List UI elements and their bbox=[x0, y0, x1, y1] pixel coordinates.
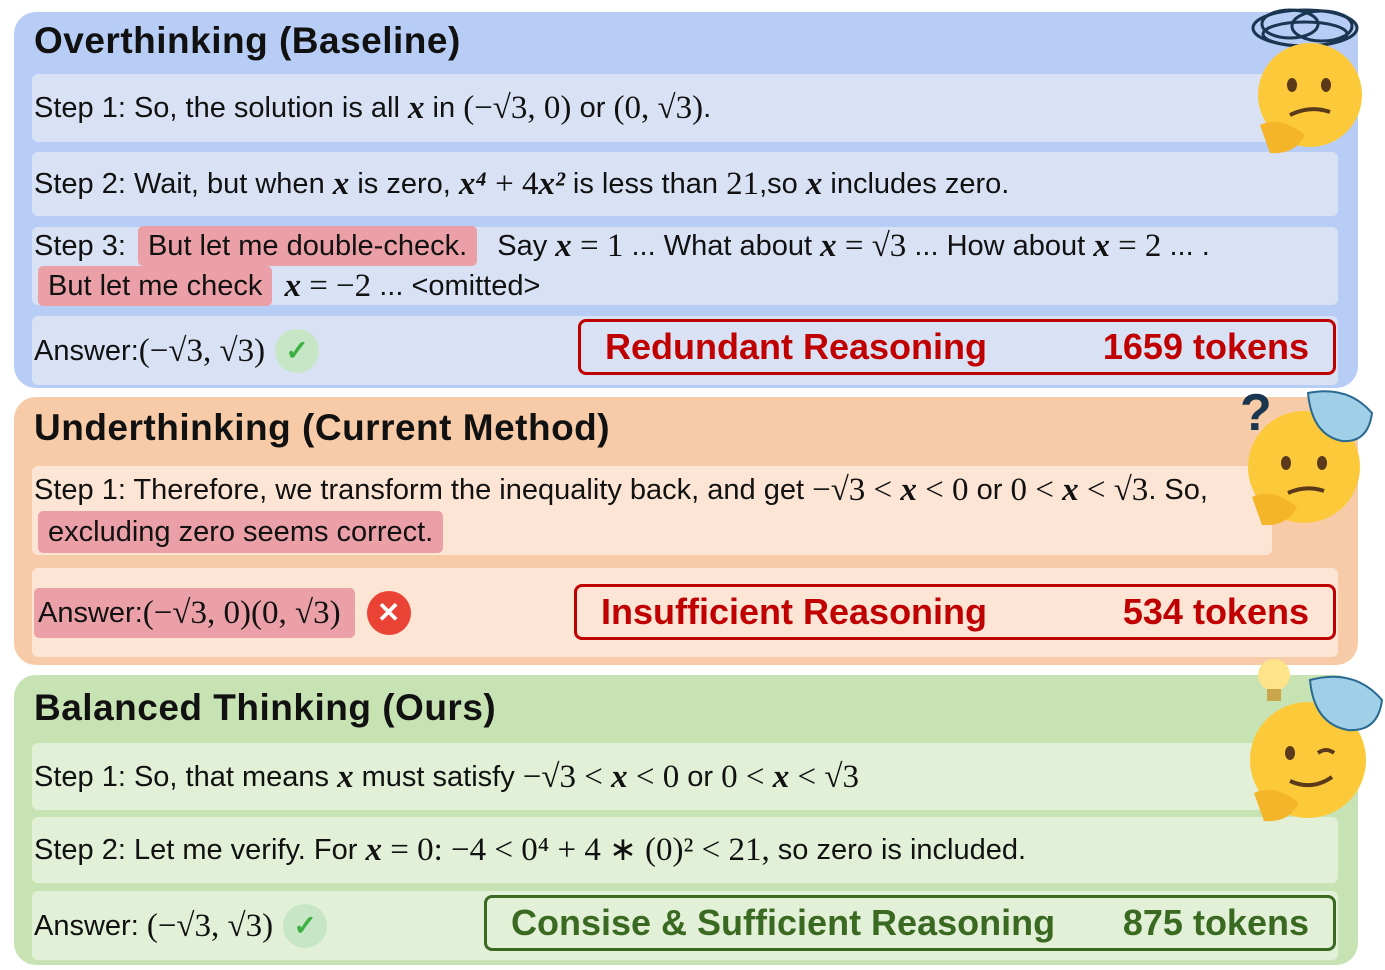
math-segment: x bbox=[772, 758, 790, 795]
text-segment: ... What about bbox=[623, 230, 821, 262]
math-segment: x bbox=[555, 228, 572, 264]
tag-label: Insufficient Reasoning bbox=[601, 591, 988, 632]
check-icon: ✓ bbox=[275, 328, 320, 373]
math-segment: 0 < bbox=[1010, 471, 1063, 508]
math-segment: < √3 bbox=[789, 758, 860, 795]
answer-row: Answer: (−√3, 0)(0, √3) ✕ bbox=[32, 568, 1338, 657]
step-row: Step 1: So, the solution is all x in (−√… bbox=[32, 74, 1338, 142]
math-segment: (−√3, 0)(0, √3) bbox=[142, 594, 341, 631]
math-segment: x⁴ bbox=[458, 166, 487, 202]
text-segment: is zero, bbox=[349, 168, 459, 200]
panel-title: Underthinking (Current Method) bbox=[34, 407, 611, 448]
math-segment: = √3 bbox=[836, 228, 907, 264]
step-row: Step 1: Therefore, we transform the ineq… bbox=[32, 466, 1272, 555]
tag-tokens: 875 tokens bbox=[1122, 902, 1309, 943]
text-segment: Step 2: Let me verify. For bbox=[34, 834, 366, 866]
math-segment: = −2 bbox=[300, 268, 372, 304]
text-segment: Step 1: So, the solution is all bbox=[34, 92, 408, 124]
panel-title: Overthinking (Baseline) bbox=[34, 20, 461, 61]
text-segment: Step 3: bbox=[34, 230, 134, 262]
highlighted-phrase: But let me double-check. bbox=[137, 226, 478, 266]
math-segment: 21 bbox=[726, 166, 760, 202]
math-segment: < √3 bbox=[1078, 471, 1149, 508]
highlighted-phrase: But let me check bbox=[38, 266, 273, 306]
math-segment: x bbox=[365, 832, 382, 868]
confused-thinking-face-icon bbox=[1251, 8, 1362, 154]
step-row: Step 1: So, that means x must satisfy −√… bbox=[32, 743, 1272, 810]
highlighted-phrase: excluding zero seems correct. bbox=[38, 510, 444, 553]
text-segment: in bbox=[424, 92, 464, 124]
text-segment: Answer: bbox=[34, 909, 147, 942]
check-icon: ✓ bbox=[283, 903, 328, 948]
question-thinking-face-icon: ? bbox=[1240, 385, 1374, 526]
math-segment: < 0 bbox=[916, 471, 969, 508]
math-segment: x bbox=[1093, 228, 1110, 264]
lightbulb-winking-thinking-face-icon bbox=[1250, 659, 1384, 822]
math-segment: = 0: −4 < 0⁴ + 4 ∗ (0)² < 21, bbox=[381, 832, 770, 868]
text-segment: ... <omitted> bbox=[371, 270, 541, 302]
x-icon: ✕ bbox=[366, 590, 411, 635]
math-segment: (−√3, 0) bbox=[463, 90, 580, 126]
math-segment: (−√3, √3) bbox=[138, 332, 266, 369]
math-segment: 0 < bbox=[721, 758, 773, 795]
text-segment: . bbox=[703, 92, 712, 124]
underthinking-panel: Underthinking (Current Method) Step 1: T… bbox=[14, 397, 1358, 665]
math-segment: x bbox=[332, 166, 350, 202]
tag-tokens: 534 tokens bbox=[1122, 591, 1309, 632]
reasoning-tag: Consise & Sufficient Reasoning 875 token… bbox=[484, 895, 1336, 951]
math-segment: x bbox=[611, 758, 628, 795]
math-segment: x bbox=[1062, 471, 1079, 508]
tag-label: Redundant Reasoning bbox=[605, 326, 988, 367]
text-segment: Answer: bbox=[38, 596, 143, 629]
text-segment: must satisfy bbox=[353, 760, 523, 793]
text-segment: includes zero. bbox=[822, 168, 1010, 200]
text-segment: Answer: bbox=[34, 334, 139, 367]
text-segment: ... How about bbox=[906, 230, 1094, 262]
text-segment: or bbox=[579, 92, 614, 124]
text-segment: is less than bbox=[564, 168, 727, 200]
reasoning-tag: Redundant Reasoning 1659 tokens bbox=[578, 319, 1336, 375]
math-segment: −√3 < bbox=[522, 758, 612, 795]
answer-text: Answer: (−√3, √3) bbox=[34, 905, 273, 947]
math-segment: (0, √3) bbox=[613, 90, 704, 126]
math-segment: = 1 bbox=[571, 228, 624, 264]
text-segment: Step 1: Therefore, we transform the ineq… bbox=[34, 473, 813, 506]
answer-text: Answer: (−√3, √3) bbox=[34, 330, 265, 372]
text-segment: ,so bbox=[759, 168, 806, 200]
math-segment: x bbox=[820, 228, 837, 264]
math-segment: (−√3, √3) bbox=[146, 907, 274, 944]
math-segment: = 2 bbox=[1109, 228, 1162, 264]
math-segment: x bbox=[284, 268, 301, 304]
math-segment: + 4 bbox=[486, 166, 539, 202]
balanced-panel: Balanced Thinking (Ours) Step 1: So, tha… bbox=[14, 675, 1358, 965]
step-row: Step 3: But let me double-check. Say x =… bbox=[32, 226, 1338, 306]
text-segment: Step 1: So, that means bbox=[34, 760, 338, 793]
text-segment: so zero is included. bbox=[769, 834, 1027, 866]
answer-text: Answer: (−√3, 0)(0, √3) bbox=[34, 587, 355, 638]
step-row: Step 2: Wait, but when x is zero, x⁴ + 4… bbox=[32, 152, 1338, 216]
math-segment: x bbox=[408, 90, 425, 126]
text-segment: or bbox=[679, 760, 722, 793]
reasoning-tag: Insufficient Reasoning 534 tokens bbox=[574, 584, 1336, 640]
overthinking-panel: Overthinking (Baseline) Step 1: So, the … bbox=[14, 12, 1358, 388]
tag-label: Consise & Sufficient Reasoning bbox=[511, 902, 1056, 943]
text-segment: . So, bbox=[1148, 473, 1217, 506]
math-segment: < 0 bbox=[627, 758, 680, 795]
math-segment: x bbox=[805, 166, 823, 202]
math-segment: x bbox=[900, 471, 917, 508]
tag-tokens: 1659 tokens bbox=[1102, 326, 1309, 367]
math-segment: x bbox=[337, 758, 354, 795]
panel-title: Balanced Thinking (Ours) bbox=[34, 687, 497, 728]
text-segment: Step 2: Wait, but when bbox=[34, 168, 333, 200]
text-segment: Say bbox=[481, 230, 556, 262]
math-segment: −√3 < bbox=[812, 471, 901, 508]
step-row: Step 2: Let me verify. For x = 0: −4 < 0… bbox=[32, 817, 1338, 883]
text-segment: or bbox=[968, 473, 1011, 506]
text-segment: ... . bbox=[1161, 230, 1218, 262]
math-segment: x² bbox=[538, 166, 565, 202]
